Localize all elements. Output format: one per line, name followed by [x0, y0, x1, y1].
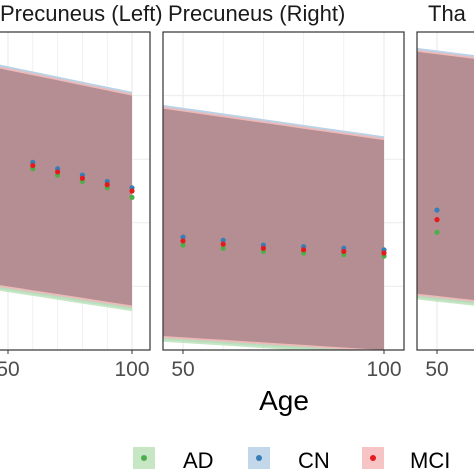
facet-panels: 50 100 50 100 50 [0, 31, 474, 381]
point-cn [434, 207, 440, 213]
point-mci [30, 162, 36, 169]
ribbon-overlap [163, 108, 384, 350]
point-cn [180, 234, 186, 240]
x-tick-label: 100 [114, 358, 149, 381]
legend-dot-mci [370, 455, 376, 461]
point-cn [220, 237, 226, 243]
point-ad [129, 194, 135, 200]
legend-label-mci: MCI [410, 448, 450, 473]
x-tick-label: 50 [425, 358, 448, 381]
legend-dot-cn [256, 455, 262, 461]
x-tick-label: 100 [366, 358, 401, 381]
point-mci [260, 245, 266, 251]
panel-1: 50 100 [162, 31, 405, 381]
point-mci [341, 248, 347, 255]
panel-border [0, 31, 151, 351]
legend: AD CN MCI [133, 447, 450, 473]
point-mci [79, 175, 85, 181]
panel-plot-area [0, 32, 150, 350]
legend-item-mci: MCI [362, 447, 450, 473]
ribbon-overlap [417, 51, 474, 301]
point-ad [434, 229, 440, 235]
point-mci [381, 250, 387, 256]
point-ad [180, 242, 186, 248]
point-ad [220, 245, 226, 251]
legend-dot-ad [141, 455, 147, 461]
legend-label-ad: AD [183, 448, 214, 473]
point-mci [104, 182, 110, 188]
panel-plot-area [163, 32, 404, 350]
legend-label-cn: CN [298, 448, 330, 473]
legend-item-ad: AD [133, 447, 214, 473]
panel-border [162, 31, 405, 351]
ribbon-overlap [0, 68, 132, 306]
strip-title-third: Tha [428, 1, 467, 26]
strip-title-right: Precuneus (Right) [168, 1, 345, 26]
legend-item-cn: CN [248, 447, 330, 473]
panel-2: 50 [416, 31, 474, 381]
point-mci [434, 217, 440, 223]
point-mci [301, 247, 307, 253]
point-mci [220, 241, 226, 247]
strip-title-left: Precuneus (Left) [0, 1, 163, 26]
x-tick-label: 50 [171, 358, 194, 381]
panel-0: 50 100 [0, 31, 151, 381]
point-mci [180, 238, 186, 244]
x-tick-label: 50 [0, 358, 20, 381]
panel-border [416, 31, 474, 351]
x-axis-title: Age [259, 385, 309, 416]
panel-plot-area [417, 32, 474, 350]
point-mci [129, 188, 135, 194]
point-mci [55, 169, 61, 175]
